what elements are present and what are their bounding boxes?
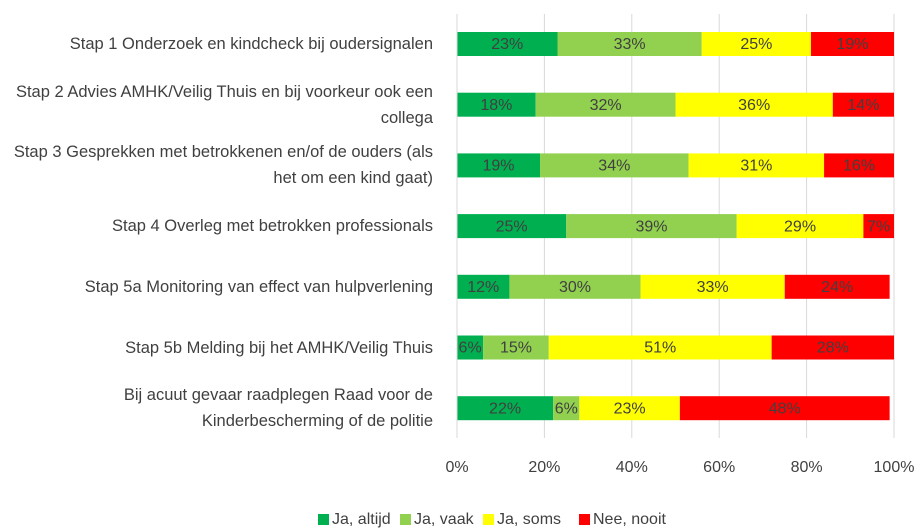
data-label: 31% <box>740 158 772 175</box>
bar-segment <box>553 396 580 421</box>
data-label: 16% <box>843 158 875 175</box>
data-label: 33% <box>614 36 646 53</box>
bar-segment <box>579 396 680 421</box>
bar-segment <box>675 92 833 117</box>
bar-segment <box>863 214 894 239</box>
bar-segment <box>457 214 567 239</box>
data-label: 19% <box>836 36 868 53</box>
data-label: 15% <box>500 340 532 357</box>
bar-segment <box>810 32 894 56</box>
data-label: 18% <box>480 97 512 114</box>
data-label: 23% <box>614 400 646 417</box>
bar-segment <box>771 335 894 360</box>
bar-segment <box>540 153 689 178</box>
category-label: Stap 5a Monitoring van effect van hulpve… <box>84 277 433 296</box>
bar-segment <box>457 153 541 178</box>
bar-segment <box>548 335 772 360</box>
data-label: 24% <box>821 279 853 296</box>
bar-segment <box>679 396 890 421</box>
category-label: Stap 2 Advies AMHK/Veilig Thuis en bij v… <box>15 82 433 127</box>
x-tick-label: 0% <box>445 459 468 476</box>
data-label: 28% <box>817 340 849 357</box>
data-label: 22% <box>489 400 521 417</box>
bar-segment <box>457 396 554 421</box>
bar-segment <box>457 32 558 56</box>
legend-label: Ja, soms <box>497 511 561 528</box>
data-label: 7% <box>867 218 890 235</box>
data-label: 6% <box>459 340 482 357</box>
bar-segment <box>509 274 641 299</box>
bar-segment <box>457 335 484 360</box>
bar-segment <box>736 214 864 239</box>
category-label: Bij acuut gevaar raadplegen Raad voor de… <box>123 386 433 431</box>
bar-segment <box>557 32 702 56</box>
legend-swatch <box>400 514 411 525</box>
x-tick-label: 100% <box>874 459 915 476</box>
x-tick-label: 20% <box>528 459 560 476</box>
category-label: Stap 3 Gesprekken met betrokkenen en/of … <box>13 143 433 188</box>
data-label: 36% <box>738 97 770 114</box>
category-label: Stap 4 Overleg met betrokken professiona… <box>111 217 433 236</box>
data-label: 51% <box>644 340 676 357</box>
bar-segment <box>824 153 894 178</box>
x-tick-label: 60% <box>703 459 735 476</box>
data-label: 12% <box>467 279 499 296</box>
legend-label: Nee, nooit <box>593 511 666 528</box>
data-label: 32% <box>590 97 622 114</box>
bar-segment <box>784 274 890 299</box>
legend-swatch <box>579 514 590 525</box>
legend-swatch <box>483 514 494 525</box>
bar-segment <box>535 92 676 117</box>
data-label: 48% <box>769 400 801 417</box>
bar-segment <box>457 92 536 117</box>
data-label: 39% <box>635 218 667 235</box>
data-label: 14% <box>847 97 879 114</box>
bar-segment <box>483 335 549 360</box>
bar-segment <box>457 274 510 299</box>
category-label: Stap 1 Onderzoek en kindcheck bij ouders… <box>69 35 433 53</box>
category-label: Stap 5b Melding bij het AMHK/Veilig Thui… <box>125 338 433 357</box>
data-label: 30% <box>559 279 591 296</box>
legend-swatch <box>318 514 329 525</box>
legend-label: Ja, vaak <box>414 511 475 528</box>
data-label: 23% <box>491 36 523 53</box>
x-tick-label: 40% <box>616 459 648 476</box>
legend-label: Ja, altijd <box>332 511 391 528</box>
data-label: 19% <box>482 158 514 175</box>
bar-segment <box>566 214 737 239</box>
data-label: 29% <box>784 218 816 235</box>
x-tick-label: 80% <box>791 459 823 476</box>
data-label: 25% <box>740 36 772 53</box>
data-label: 6% <box>555 400 578 417</box>
bar-segment <box>832 92 894 117</box>
data-label: 25% <box>496 218 528 235</box>
data-label: 33% <box>697 279 729 296</box>
bar-segment <box>688 153 825 178</box>
bar-segment <box>701 32 811 56</box>
data-label: 34% <box>598 158 630 175</box>
bar-segment <box>640 274 785 299</box>
